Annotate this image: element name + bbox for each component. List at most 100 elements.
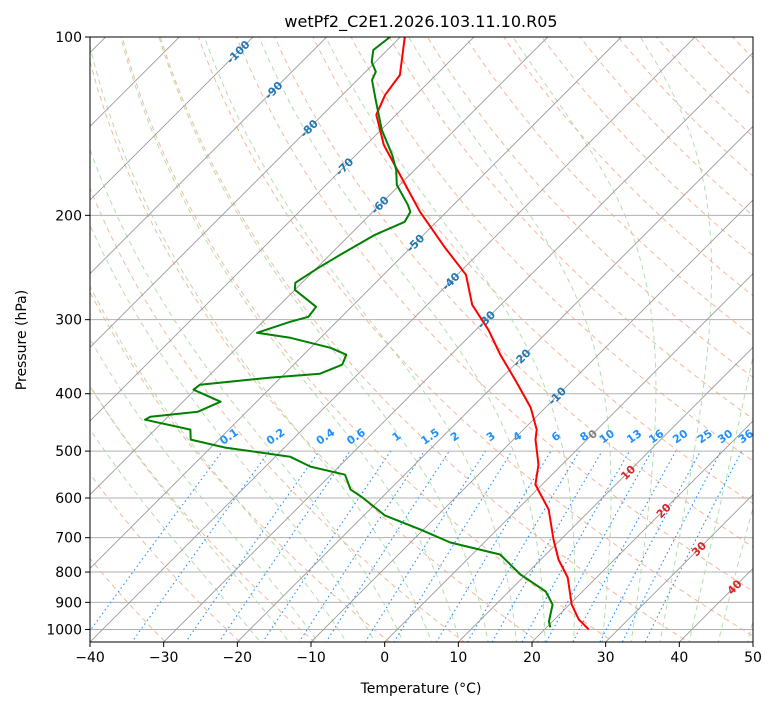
isotherm-label: -60 [369, 193, 392, 216]
dry-adiabat [560, 11, 775, 654]
isotherm [446, 10, 775, 654]
mixing-ratio-label: 4 [511, 429, 525, 444]
isotherm-label: -10 [546, 384, 569, 407]
isotherm [0, 10, 280, 654]
dry-adiabats [0, 11, 775, 654]
dry-adiabat [79, 11, 556, 654]
y-tick-label: 300 [55, 313, 82, 329]
y-tick-label: 1000 [46, 622, 82, 638]
y-tick-label: 200 [55, 208, 82, 224]
chart-title: wetPf2_C2E1.2026.103.11.10.R05 [284, 12, 557, 32]
dry-adiabat [746, 11, 775, 654]
mixing-ratio-label: 0.6 [344, 426, 368, 448]
mixing-ratio-line [461, 451, 580, 654]
x-tick-label: 40 [670, 650, 688, 666]
temperature-profile-line [376, 37, 589, 629]
mixing-ratio-label: 30 [715, 427, 735, 447]
dry-adiabat [227, 11, 775, 654]
moist-adiabat [409, 37, 611, 654]
y-axis-label: Pressure (hPa) [14, 290, 30, 390]
moist-adiabat [0, 37, 298, 654]
mixing-ratio-label: 0.1 [217, 426, 240, 448]
mixing-ratio-label: 20 [670, 427, 690, 447]
isotherm [152, 10, 775, 654]
isotherm-label: -80 [298, 117, 321, 140]
x-tick-label: −40 [75, 650, 105, 666]
moist-adiabat [326, 37, 575, 654]
dry-adiabat [486, 11, 775, 654]
x-tick-label: −20 [223, 650, 253, 666]
y-tick-label: 400 [55, 387, 82, 403]
isotherm-label: -50 [404, 232, 427, 255]
isotherm [299, 10, 775, 654]
moist-adiabat [88, 37, 436, 654]
y-tick-label: 100 [55, 30, 82, 46]
dewpoint-profile-line [145, 37, 553, 627]
dry-adiabat [671, 11, 775, 654]
isotherm [741, 10, 775, 654]
dry-adiabat [709, 11, 775, 654]
mixing-ratio-line [516, 451, 630, 654]
isotherm [667, 10, 775, 654]
profile-lines [145, 37, 589, 629]
x-tick-label: −30 [149, 650, 179, 666]
isotherm-label: 40 [725, 577, 745, 597]
mixing-ratio-line [594, 451, 701, 654]
x-tick-label: 50 [744, 650, 762, 666]
pressure-gridlines [90, 37, 753, 629]
dry-adiabat [634, 11, 775, 654]
moist-adiabat [744, 37, 775, 654]
isotherm [0, 10, 501, 654]
y-tick-label: 600 [55, 491, 82, 507]
mixing-ratio-line [255, 451, 391, 654]
mixing-ratio-label: 16 [646, 427, 666, 447]
mixing-ratio-label: 3 [484, 429, 498, 444]
isotherm [0, 10, 427, 654]
moist-adiabat [715, 37, 775, 654]
dry-adiabat [116, 11, 632, 654]
mixing-ratio-label: 2 [448, 429, 462, 444]
isotherms [0, 10, 775, 654]
x-axis-label: Temperature (°C) [360, 681, 482, 697]
mixing-ratio-label: 6 [549, 429, 563, 444]
x-tick-label: 10 [449, 650, 467, 666]
isotherm-label: -70 [333, 155, 356, 178]
dry-adiabat [0, 11, 253, 654]
moist-adiabat [204, 37, 517, 654]
isotherm [4, 10, 648, 654]
x-tick-label: 20 [523, 650, 541, 666]
mixing-ratio-label: 1.5 [418, 426, 441, 448]
dry-adiabat [153, 11, 708, 654]
isotherm-label: 30 [689, 539, 709, 559]
isotherm [0, 10, 354, 654]
isotherm [78, 10, 722, 654]
isotherm-label: 20 [654, 501, 674, 521]
dry-adiabat [0, 11, 329, 654]
isotherm-label: -100 [224, 38, 253, 67]
moist-adiabat [121, 37, 463, 654]
y-tick-label: 800 [55, 565, 82, 581]
x-axis: −40 −30 −20 −10 0 10 20 30 40 50 [75, 642, 762, 666]
mixing-ratio-line [292, 451, 425, 654]
mixing-ratio-label: 1 [390, 429, 404, 444]
x-tick-label: −10 [296, 650, 326, 666]
dry-adiabat [301, 11, 775, 654]
dry-adiabat [4, 11, 404, 654]
mixing-ratio-label: 0.2 [264, 426, 287, 448]
y-tick-label: 900 [55, 595, 82, 611]
moist-adiabat [687, 37, 775, 654]
mixing-ratio-line [617, 451, 722, 654]
mixing-ratio-label: 13 [624, 427, 644, 446]
dry-adiabat [375, 11, 775, 654]
mixing-ratio-line [358, 451, 485, 654]
mixing-ratio-line [178, 451, 320, 654]
moist-adiabats [0, 37, 775, 654]
isotherm [225, 10, 775, 654]
mixing-ratio-lines [73, 451, 742, 654]
x-tick-label: 30 [597, 650, 615, 666]
mixing-ratio-label: 10 [597, 427, 617, 447]
x-tick-label: 0 [380, 650, 389, 666]
